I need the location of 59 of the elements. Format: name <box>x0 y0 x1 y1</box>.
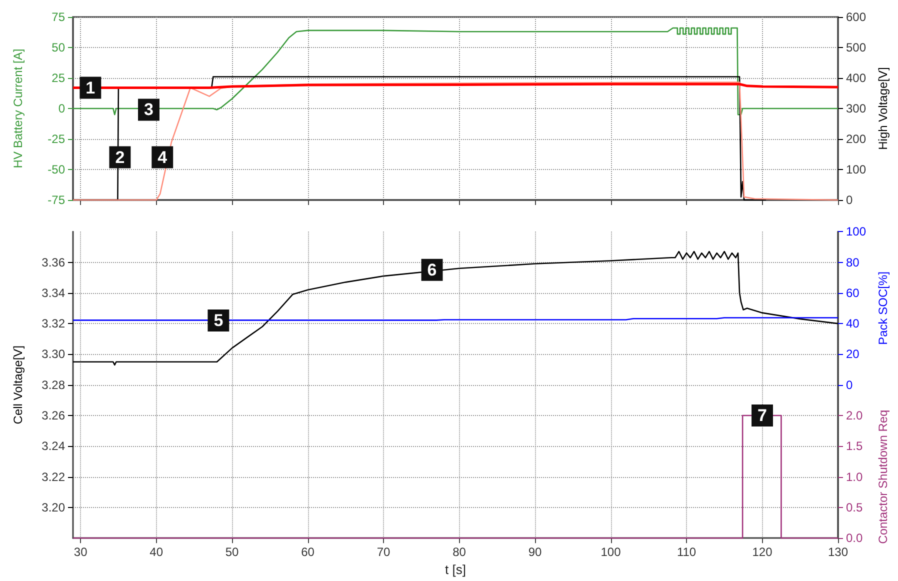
annotation: 1 <box>86 78 96 98</box>
y2-tick-label: 40 <box>846 316 860 331</box>
annotation: 7 <box>758 406 767 425</box>
y2-tick-label: 200 <box>846 132 866 146</box>
y-tick-label: 3.26 <box>42 408 66 422</box>
y-tick-label: 3.34 <box>42 286 66 300</box>
y-tick-label: 3.30 <box>42 347 66 362</box>
y2-tick-label: 60 <box>846 286 860 300</box>
y2-axis-title: High Voltage[V] <box>876 67 890 150</box>
x-tick-label: 110 <box>676 545 696 560</box>
y-tick-label: 3.32 <box>42 316 66 331</box>
y-tick-label: 3.36 <box>42 255 66 270</box>
y3-tick-label: 2.0 <box>846 408 864 422</box>
y2-tick-label: 100 <box>846 162 866 176</box>
x-tick-label: 130 <box>828 545 848 560</box>
x-tick-label: 60 <box>301 545 315 560</box>
x-tick-label: 30 <box>74 545 88 560</box>
annotation: 6 <box>427 260 437 280</box>
y-tick-label: 75 <box>52 10 66 24</box>
y2-tick-label: 400 <box>846 71 866 85</box>
annotation: 3 <box>144 100 154 120</box>
x-tick-label: 80 <box>452 545 466 560</box>
y3-tick-label: 0.5 <box>846 500 864 514</box>
annotation: 4 <box>158 148 168 167</box>
y2-tick-label: 20 <box>846 347 860 362</box>
y2-tick-label: 500 <box>846 40 866 54</box>
y2-tick-label: 0 <box>846 378 853 392</box>
y-tick-label: 0 <box>58 102 66 116</box>
y-tick-label: -75 <box>48 193 66 207</box>
y-tick-label: 3.24 <box>42 439 66 454</box>
x-tick-label: 100 <box>600 545 622 560</box>
y-tick-label: -50 <box>48 162 66 176</box>
y-axis-title: Cell Voltage[V] <box>11 345 25 424</box>
y-axis-title: HV Battery Current [A] <box>11 48 25 168</box>
x-tick-label: 90 <box>528 545 542 560</box>
x-tick-label: 40 <box>150 545 164 560</box>
y2-tick-label: 0 <box>846 193 853 207</box>
y-tick-label: 50 <box>52 40 66 54</box>
y-tick-label: 3.28 <box>42 378 66 392</box>
annotation: 2 <box>115 148 125 167</box>
line-series <box>72 250 839 366</box>
y3-tick-label: 1.0 <box>846 470 864 484</box>
x-tick-label: 70 <box>376 545 391 560</box>
y2-tick-label: 100 <box>846 224 866 239</box>
y3-axis-title: Contactor Shutdown Req <box>876 410 890 544</box>
y-tick-label: 3.22 <box>42 470 66 484</box>
x-tick-label: 120 <box>752 545 773 560</box>
y-tick-label: -25 <box>48 132 66 146</box>
y2-tick-label: 300 <box>846 102 866 116</box>
y-tick-label: 3.20 <box>42 500 66 514</box>
y2-tick-label: 80 <box>846 255 860 270</box>
y3-tick-label: 1.5 <box>846 439 864 454</box>
annotation: 5 <box>214 310 224 330</box>
y3-tick-label: 0.0 <box>846 531 864 546</box>
x-tick-label: 50 <box>225 545 240 560</box>
y-tick-label: 25 <box>52 71 66 85</box>
y2-axis-title: Pack SOC[%] <box>876 272 890 345</box>
x-axis-title: t [s] <box>445 562 466 577</box>
y2-tick-label: 600 <box>846 10 866 24</box>
